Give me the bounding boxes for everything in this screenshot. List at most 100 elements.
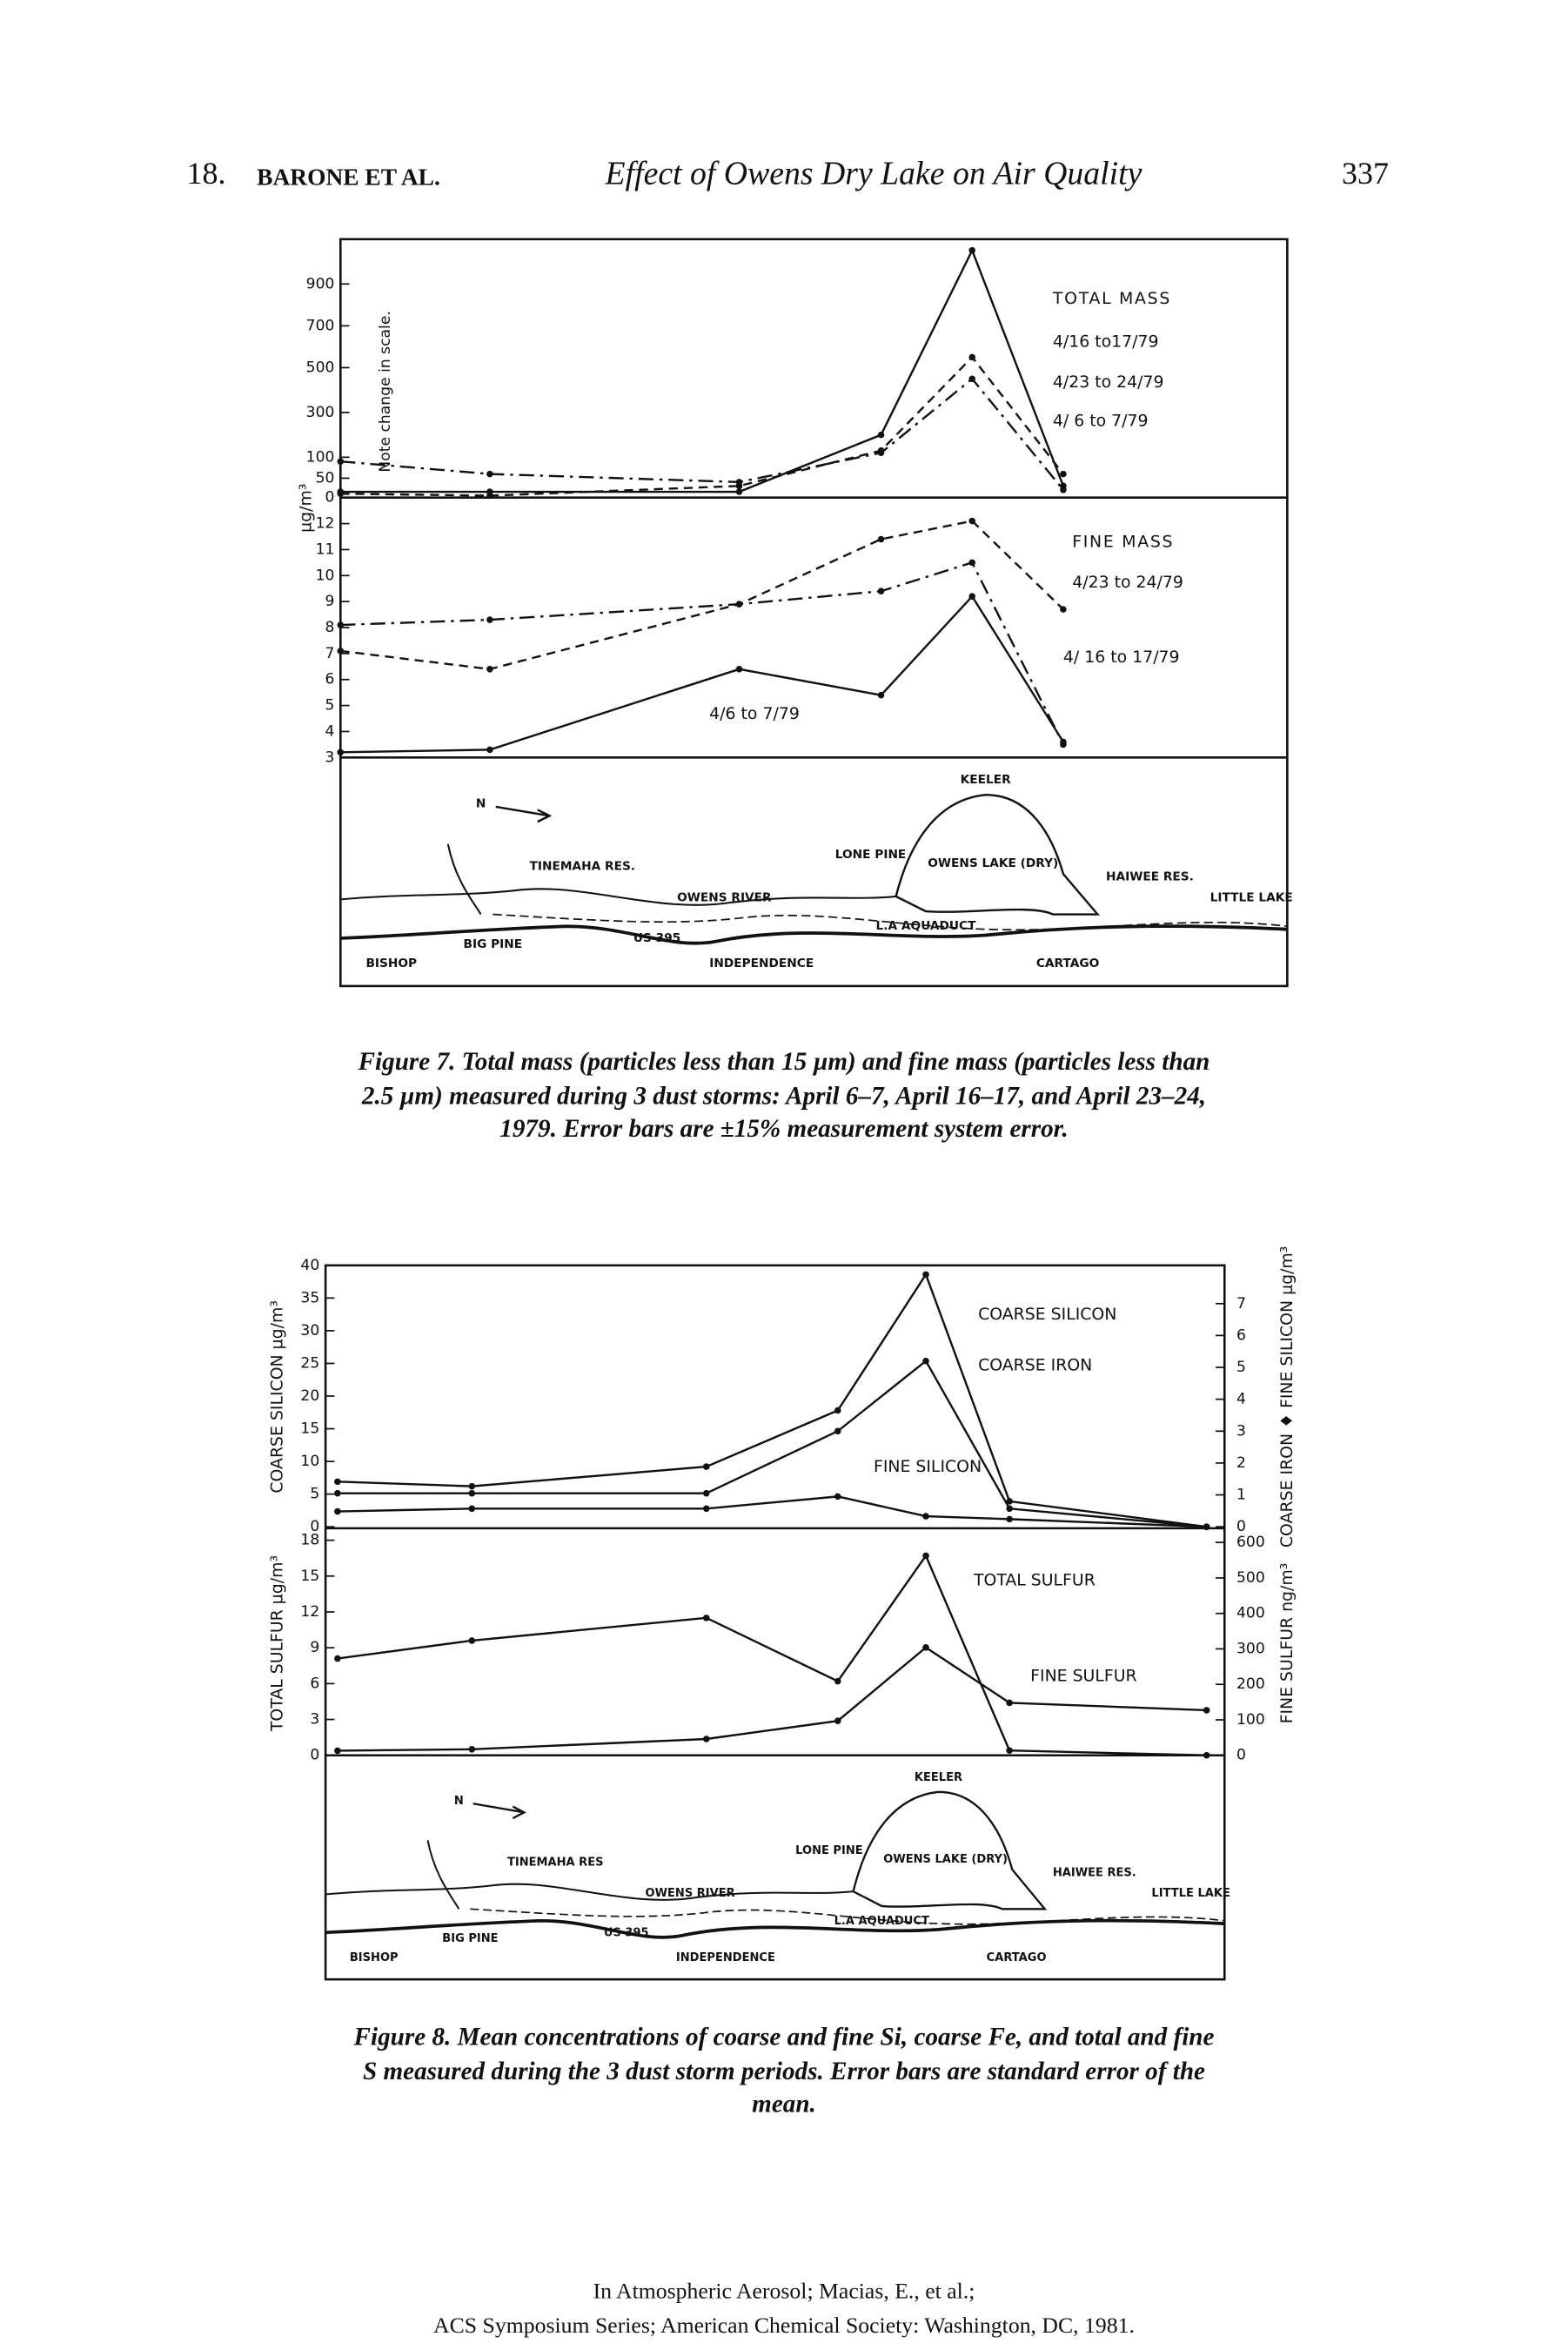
data-point	[877, 691, 885, 699]
y-tick-label: 7	[325, 645, 335, 662]
data-point	[334, 1747, 341, 1755]
figure7-frame	[339, 238, 1289, 988]
data-point	[834, 1677, 841, 1685]
y-tick-label: 9	[310, 1639, 319, 1656]
data-point	[334, 1655, 341, 1662]
data-point	[486, 666, 493, 673]
data-point	[1006, 1505, 1013, 1513]
map-label: BISHOP	[350, 1951, 399, 1964]
y2-tick-label: 600	[1236, 1534, 1265, 1551]
north-arrow	[495, 805, 553, 823]
data-point	[834, 1493, 841, 1501]
data-point	[735, 601, 743, 608]
map-label: BISHOP	[365, 957, 417, 970]
data-point	[337, 621, 345, 628]
y-tick-label: 20	[300, 1387, 319, 1405]
footer-line: ACS Symposium Series; American Chemical …	[433, 2313, 1135, 2338]
series-label: FINE SILICON	[874, 1457, 982, 1476]
map-label: OWENS LAKE (DRY)	[883, 1853, 1008, 1866]
y-tick-label: 100	[306, 448, 335, 466]
data-point	[834, 1717, 841, 1724]
y-tick-label: 9	[325, 593, 335, 610]
data-point	[702, 1463, 710, 1470]
series-label: 4/23 to 24/79	[1072, 573, 1183, 592]
y-tick-label: 6	[325, 671, 335, 688]
y-tick-label: 15	[300, 1568, 319, 1585]
data-point	[468, 1746, 476, 1753]
data-point	[468, 1489, 476, 1497]
data-point	[968, 559, 976, 567]
map-label: OWENS LAKE (DRY)	[928, 856, 1058, 870]
map-label: US 395	[633, 931, 680, 945]
series-label: COARSE IRON	[978, 1355, 1092, 1374]
map-label: BIG PINE	[442, 1932, 498, 1945]
data-point	[735, 666, 743, 673]
map-label: BIG PINE	[464, 937, 523, 951]
data-point	[922, 1271, 929, 1279]
y-tick-label: 6	[310, 1675, 319, 1692]
y2-tick-label: 500	[1236, 1569, 1265, 1587]
y2-tick-label: 100	[1236, 1711, 1265, 1729]
y-tick-label: 8	[325, 619, 335, 636]
panel-title: FINE MASS	[1072, 533, 1174, 552]
aqueduct	[470, 1908, 1225, 1925]
data-point	[468, 1505, 476, 1513]
data-point	[922, 1513, 929, 1520]
y-tick-label: 3	[325, 749, 335, 766]
highway	[325, 1918, 1225, 1939]
data-point	[1203, 1707, 1210, 1714]
data-point	[834, 1427, 841, 1435]
map-label: N	[476, 797, 486, 811]
y-tick-label: 900	[306, 275, 335, 292]
aqueduct	[493, 913, 1288, 931]
y2-axis-label: COARSE IRON ♦ FINE SILICON µg/m³	[1277, 1246, 1297, 1548]
y-tick-label: 3	[310, 1711, 319, 1729]
map-label: CARTAGO	[1036, 957, 1099, 970]
route-map: N KEELER LONE PINE OWENS LAKE (DRY) TINEMAHA…	[325, 1771, 1230, 1964]
authors: BARONE ET AL.	[257, 164, 440, 190]
y-tick-label: 0	[325, 489, 335, 507]
map-label: INDEPENDENCE	[709, 957, 814, 970]
map-label: TINEMAHA RES.	[530, 860, 635, 874]
stream	[426, 1840, 460, 1910]
data-point	[1006, 1515, 1013, 1523]
y2-tick-label: 7	[1236, 1295, 1246, 1313]
series-label: COARSE SILICON	[978, 1305, 1116, 1324]
series-line	[340, 377, 1064, 491]
data-point	[337, 749, 345, 756]
data-point	[1006, 1699, 1013, 1707]
data-point	[1060, 738, 1067, 746]
y2-tick-label: 6	[1236, 1326, 1246, 1344]
map-label: HAIWEE RES.	[1053, 1866, 1136, 1879]
figure-caption: mean.	[752, 2091, 816, 2118]
data-point	[486, 492, 493, 500]
data-point	[968, 246, 976, 254]
map-label: HAIWEE RES.	[1106, 870, 1194, 884]
data-point	[702, 1505, 710, 1513]
map-label: OWENS RIVER	[646, 1887, 735, 1900]
data-point	[334, 1478, 341, 1486]
series-label: FINE SULFUR	[1030, 1666, 1136, 1685]
data-point	[337, 648, 345, 655]
panel-title: TOTAL MASS	[1052, 289, 1171, 308]
figure8-frame	[324, 1264, 1226, 1981]
figure-caption: 1979. Error bars are ±15% measurement sy…	[499, 1115, 1068, 1143]
map-label: CARTAGO	[987, 1951, 1047, 1964]
figure-caption: Figure 8. Mean concentrations of coarse …	[353, 2024, 1215, 2051]
map-label: N	[454, 1795, 464, 1808]
data-point	[337, 458, 345, 465]
scale-note: Note change in scale.	[377, 311, 394, 472]
map-label: INDEPENDENCE	[676, 1951, 775, 1964]
y2-axis-label: FINE SULFUR ng/m³	[1277, 1563, 1297, 1724]
highway	[340, 924, 1288, 945]
y-tick-label: 700	[306, 317, 335, 334]
y2-tick-label: 0	[1236, 1747, 1246, 1764]
series-label: 4/6 to 7/79	[709, 704, 800, 723]
data-point	[486, 616, 493, 623]
data-point	[468, 1637, 476, 1644]
data-point	[922, 1552, 929, 1560]
map-label: LITTLE LAKE	[1210, 891, 1293, 905]
data-point	[735, 488, 743, 495]
data-point	[337, 490, 345, 498]
